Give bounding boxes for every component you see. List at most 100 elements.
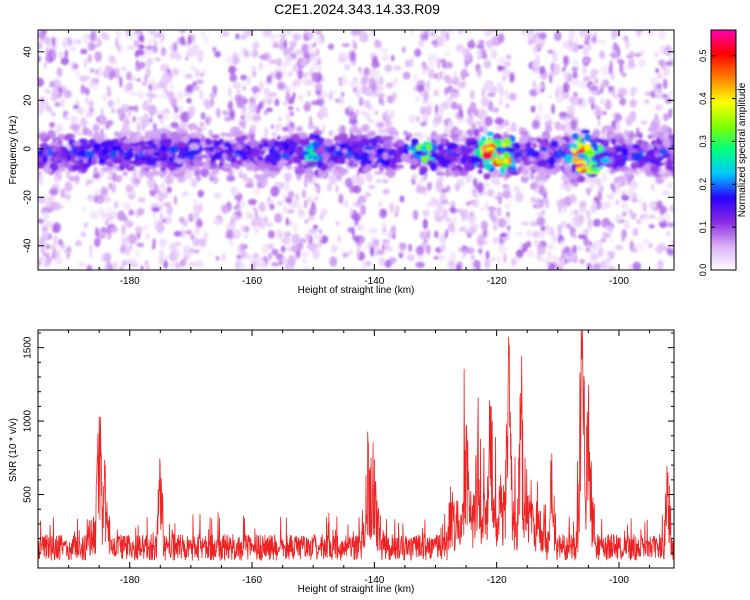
heatmap-cell <box>81 162 91 168</box>
heatmap-cell <box>101 212 110 220</box>
heatmap-cell <box>146 161 152 166</box>
heatmap-cell <box>117 108 126 116</box>
heatmap-cell <box>379 48 389 53</box>
heatmap-cell <box>236 89 241 95</box>
heatmap-cell <box>598 184 605 193</box>
heatmap-cell <box>44 89 51 94</box>
heatmap-cell <box>290 244 299 253</box>
heatmap-cell <box>476 44 485 49</box>
heatmap-cell <box>115 30 123 40</box>
heatmap-cell <box>439 192 447 202</box>
heatmap-cell <box>668 90 673 99</box>
heatmap-cell <box>87 42 96 51</box>
heatmap-cell <box>438 103 445 108</box>
heatmap-cell <box>338 52 347 60</box>
heatmap-cell <box>125 150 135 160</box>
heatmap-cell <box>133 168 137 180</box>
heatmap-cell <box>624 65 630 71</box>
heatmap-cell <box>88 249 94 259</box>
heatmap-cell <box>52 78 61 89</box>
heatmap-cell <box>112 157 123 164</box>
heatmap-cell <box>335 149 341 156</box>
heatmap-cell <box>492 107 500 113</box>
heatmap-cell <box>239 121 246 127</box>
heatmap-cell <box>301 139 311 146</box>
heatmap-cell <box>420 33 426 41</box>
heatmap-cell <box>527 249 535 258</box>
heatmap-cell <box>529 172 535 180</box>
heatmap-cell <box>361 31 369 43</box>
heatmap-cell <box>299 59 308 67</box>
heatmap-cell <box>480 116 485 126</box>
heatmap-cell <box>326 183 333 192</box>
heatmap-cell <box>286 209 295 214</box>
heatmap-cell <box>418 133 424 141</box>
heatmap-cell <box>295 193 299 201</box>
heatmap-cell <box>211 161 218 169</box>
heatmap-cell <box>378 86 384 92</box>
heatmap-cell <box>536 161 547 168</box>
colorbar-tick-label: 0.2 <box>698 178 708 191</box>
heatmap-cell <box>106 162 114 168</box>
y-tick-label: 1000 <box>23 410 34 433</box>
heatmap-cell <box>77 262 86 267</box>
heatmap-cell <box>427 182 432 191</box>
heatmap-cell <box>457 152 462 157</box>
heatmap-cell <box>285 261 290 270</box>
heatmap-cell <box>515 249 524 258</box>
heatmap-cell <box>560 257 566 268</box>
heatmap-cell <box>365 113 371 122</box>
heatmap-cell <box>138 34 144 42</box>
heatmap-cell <box>335 185 339 193</box>
heatmap-cell <box>323 138 334 147</box>
heatmap-cell <box>107 99 115 108</box>
heatmap-cell <box>563 58 568 69</box>
heatmap-cell <box>509 72 515 83</box>
heatmap-cell <box>471 155 481 164</box>
heatmap-cell <box>559 197 566 208</box>
heatmap-cell <box>342 252 349 258</box>
heatmap-cell <box>370 66 374 76</box>
heatmap-cell <box>568 194 577 203</box>
heatmap-cell <box>283 231 292 237</box>
heatmap-cell <box>243 51 250 58</box>
heatmap-cell <box>370 246 375 257</box>
heatmap-cell <box>190 66 197 71</box>
heatmap-cell <box>378 75 384 86</box>
heatmap-cell <box>586 244 592 250</box>
heatmap-cell <box>624 129 629 138</box>
heatmap-cell <box>54 149 64 157</box>
heatmap-cell <box>229 96 233 102</box>
heatmap-cell <box>669 204 674 213</box>
heatmap-cell <box>211 134 220 139</box>
heatmap-cell <box>115 175 122 183</box>
heatmap-cell <box>254 255 262 266</box>
heatmap-cell <box>316 95 324 100</box>
heatmap-cell <box>250 218 259 228</box>
heatmap-cell <box>78 138 88 144</box>
heatmap-cell <box>432 133 442 142</box>
heatmap-cell <box>469 38 474 48</box>
heatmap-cell <box>166 205 173 216</box>
heatmap-cell <box>507 127 511 132</box>
heatmap-cell <box>53 234 58 246</box>
heatmap-cell <box>437 58 441 69</box>
heatmap-cell <box>515 191 524 203</box>
heatmap-cell <box>195 69 200 78</box>
heatmap-cell <box>477 108 487 117</box>
heatmap-cell <box>554 121 561 131</box>
heatmap-cell <box>64 113 69 122</box>
heatmap-cell <box>304 167 313 175</box>
heatmap-cell <box>656 89 660 95</box>
heatmap-cell <box>258 101 264 110</box>
heatmap-cell <box>63 90 72 99</box>
heatmap-cell <box>547 251 552 260</box>
heatmap-cell <box>619 63 624 74</box>
x-tick-label: -180 <box>120 575 140 586</box>
heatmap-cell <box>450 101 459 110</box>
heatmap-cell <box>369 30 375 38</box>
heatmap-cell <box>125 71 132 81</box>
heatmap-cell <box>376 249 385 256</box>
heatmap-cell <box>337 143 349 148</box>
heatmap-cell <box>592 161 597 166</box>
